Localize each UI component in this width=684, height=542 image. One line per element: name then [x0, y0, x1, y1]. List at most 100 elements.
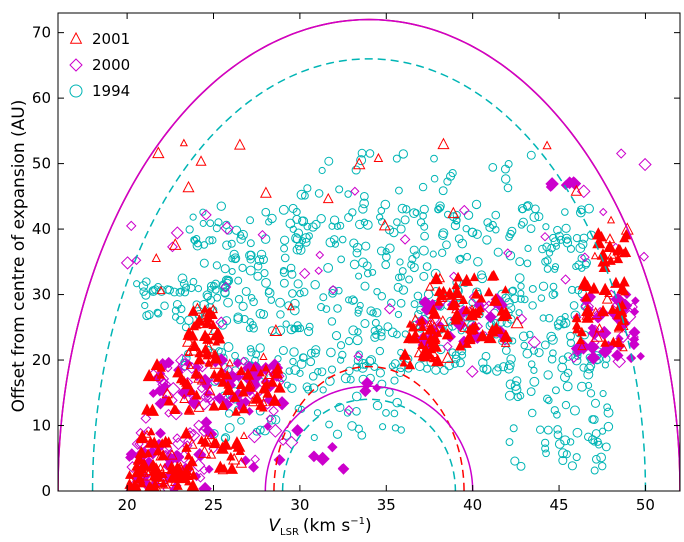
marker-circle: [540, 340, 550, 350]
marker-circle: [355, 272, 363, 280]
marker-triangle: [179, 375, 189, 385]
marker-circle: [543, 394, 552, 403]
marker-circle: [228, 267, 236, 276]
marker-circle: [189, 277, 198, 286]
marker-circle: [541, 438, 550, 448]
marker-diamond: [638, 157, 652, 172]
marker-circle: [288, 289, 297, 298]
marker-circle: [549, 282, 558, 291]
marker-triangle: [148, 436, 161, 448]
marker-triangle: [614, 337, 624, 347]
marker-circle: [356, 155, 367, 166]
marker-triangle: [612, 247, 621, 256]
marker-circle: [387, 298, 396, 308]
marker-circle: [278, 346, 288, 356]
marker-triangle: [439, 285, 448, 294]
marker-triangle: [454, 292, 463, 300]
marker-triangle: [243, 379, 256, 392]
marker-circle: [593, 437, 602, 446]
marker-triangle: [604, 233, 616, 244]
marker-circle: [558, 448, 568, 459]
marker-triangle: [256, 368, 265, 377]
marker-circle: [331, 331, 342, 341]
marker-circle: [393, 282, 403, 292]
marker-triangle: [214, 332, 226, 344]
marker-circle: [523, 259, 532, 268]
marker-circle: [69, 84, 83, 98]
marker-circle: [154, 309, 163, 318]
x-tick-label: 25: [204, 496, 223, 514]
marker-triangle: [180, 426, 193, 439]
marker-circle: [578, 239, 588, 249]
marker-diamond: [639, 251, 650, 262]
marker-circle: [560, 435, 571, 446]
marker-circle: [238, 263, 247, 272]
marker-circle: [294, 404, 303, 413]
marker-circle: [553, 411, 561, 419]
marker-circle: [396, 298, 406, 308]
marker-circle: [371, 318, 380, 327]
marker-circle: [396, 224, 406, 234]
marker-circle: [504, 390, 515, 401]
marker-circle: [563, 236, 571, 244]
marker-circle: [569, 405, 580, 416]
marker-circle: [308, 371, 318, 381]
marker-triangle: [156, 370, 166, 379]
marker-diamond: [268, 405, 279, 417]
marker-circle: [553, 225, 562, 235]
marker-triangle: [225, 462, 239, 474]
marker-triangle: [132, 452, 146, 465]
marker-circle: [534, 348, 544, 358]
marker-triangle: [261, 363, 270, 372]
marker-triangle: [495, 326, 505, 335]
y-tick-label: 20: [32, 351, 51, 369]
marker-circle: [586, 389, 596, 398]
marker-circle: [527, 408, 537, 418]
y-tick-label: 70: [32, 24, 51, 42]
marker-diamond: [163, 363, 173, 373]
marker-triangle: [69, 31, 83, 44]
marker-circle: [394, 273, 403, 282]
marker-circle: [568, 285, 577, 294]
marker-circle: [347, 421, 357, 431]
marker-circle: [310, 348, 320, 358]
marker-triangle: [619, 286, 630, 296]
marker-circle: [467, 227, 478, 238]
marker-circle: [402, 205, 411, 214]
marker-triangle: [266, 376, 278, 387]
marker-circle: [199, 258, 209, 268]
marker-circle: [444, 360, 455, 371]
marker-diamond: [166, 381, 181, 397]
marker-circle: [382, 252, 391, 262]
marker-triangle: [206, 431, 216, 440]
marker-circle: [282, 320, 290, 328]
marker-diamond: [187, 396, 201, 410]
y-axis-tick-labels: 0 10 20 30 40 50 60 70: [32, 24, 51, 500]
y-axis-label: Offset from centre of expansion (AU): [9, 100, 29, 413]
marker-triangle: [204, 385, 216, 396]
marker-circle: [566, 331, 575, 341]
marker-circle: [224, 423, 235, 433]
marker-triangle: [425, 319, 434, 327]
marker-circle: [290, 365, 301, 375]
marker-circle: [577, 381, 587, 392]
marker-circle: [340, 373, 351, 384]
marker-circle: [372, 331, 380, 339]
marker-circle: [253, 271, 263, 281]
marker-triangle: [268, 393, 282, 406]
marker-triangle: [581, 291, 592, 302]
marker-circle: [454, 234, 464, 244]
marker-circle: [212, 261, 221, 270]
marker-triangle: [450, 313, 462, 325]
marker-triangle: [169, 238, 182, 250]
marker-circle: [534, 212, 544, 222]
marker-triangle: [186, 386, 197, 395]
marker-circle: [332, 429, 343, 439]
marker-triangle: [261, 380, 271, 389]
marker-circle: [311, 219, 321, 230]
marker-circle: [420, 231, 429, 241]
marker-circle: [324, 156, 334, 166]
marker-triangle: [238, 403, 250, 414]
marker-circle: [310, 280, 320, 290]
marker-circle: [252, 350, 261, 359]
